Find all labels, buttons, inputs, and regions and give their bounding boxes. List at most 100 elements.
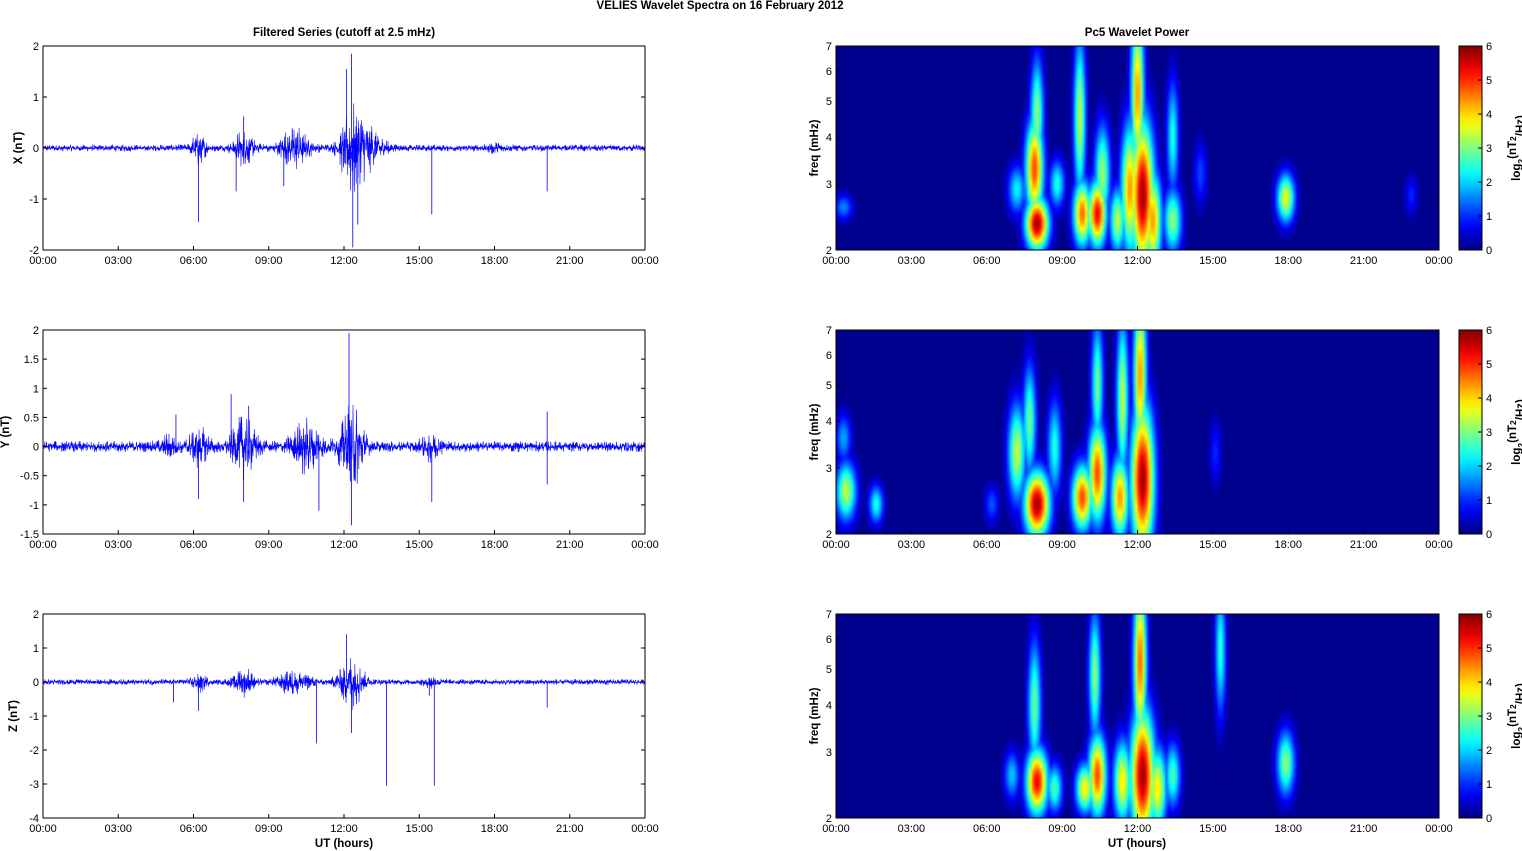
left-x-tick-label: 18:00 (481, 823, 509, 835)
left-x-tick-label: 06:00 (180, 255, 208, 267)
right-x-tick-label: 09:00 (1048, 255, 1076, 267)
left-x-tick-label: 18:00 (481, 255, 509, 267)
right-x-tick-label: 03:00 (898, 255, 926, 267)
timeseries-panel-3: 2 1 0 -1 -2 -3 -4 (29, 609, 646, 825)
left-x-tick-label: 00:00 (631, 823, 659, 835)
y-tick-label: 1 (33, 383, 39, 395)
left-x-tick-label: 09:00 (255, 823, 283, 835)
y-tick-label: 0.5 (24, 412, 39, 424)
left-x-tick-label: 09:00 (255, 539, 283, 551)
freq-tick-label: 7 (826, 609, 832, 621)
right-x-tick-label: 00:00 (822, 539, 850, 551)
colorbar-tick-label: 4 (1486, 393, 1492, 405)
right-x-tick-label: 09:00 (1048, 539, 1076, 551)
freq-tick-label: 5 (826, 96, 832, 108)
wavelet-power-image (836, 330, 1439, 534)
y-tick-label: -1.5 (20, 529, 39, 541)
colorbar-tick-label: 2 (1486, 177, 1492, 189)
right-x-tick-label: 18:00 (1274, 539, 1302, 551)
right-column-title: Pc5 Wavelet Power (1085, 27, 1190, 39)
colorbar-label: log2(nT2/Hz) (1507, 399, 1522, 465)
colorbar-tick-label: 5 (1486, 75, 1492, 87)
colorbar-label: log2(nT2/Hz) (1507, 115, 1522, 181)
right-x-tick-label: 21:00 (1350, 823, 1378, 835)
left-x-tick-label: 09:00 (255, 255, 283, 267)
left-x-tick-label: 00:00 (29, 539, 57, 551)
right-x-tick-label: 09:00 (1048, 823, 1076, 835)
y-tick-label: -2 (29, 745, 39, 757)
right-x-tick-label: 18:00 (1274, 823, 1302, 835)
left-x-tick-label: 18:00 (481, 539, 509, 551)
colorbar-tick-label: 0 (1486, 813, 1492, 825)
right-x-tick-label: 12:00 (1124, 539, 1152, 551)
wavelet-panel-3: 7 6 5 4 3 2 6 5 4 3 2 1 0 log2(nT2/Hz) (826, 609, 1522, 825)
right-x-tick-label: 00:00 (1425, 255, 1453, 267)
colorbar-tick-label: 1 (1486, 779, 1492, 791)
wavelet-ylabel-2: freq (mHz) (809, 403, 821, 460)
y-tick-label: -3 (29, 779, 39, 791)
x-panel-ylabel: X (nT) (13, 132, 25, 165)
left-x-tick-label: 21:00 (556, 255, 584, 267)
right-x-tick-label: 00:00 (1425, 823, 1453, 835)
colorbar-tick-label: 5 (1486, 643, 1492, 655)
y-tick-label: -1 (29, 194, 39, 206)
left-x-tick-label: 15:00 (405, 539, 433, 551)
freq-tick-label: 5 (826, 380, 832, 392)
right-x-tick-label: 03:00 (898, 539, 926, 551)
y-tick-label: 0 (33, 677, 39, 689)
right-x-tick-label: 06:00 (973, 539, 1001, 551)
left-xlabel: UT (hours) (315, 838, 373, 850)
y-tick-label: -1 (29, 711, 39, 723)
right-x-tick-label: 18:00 (1274, 255, 1302, 267)
freq-tick-label: 6 (826, 66, 832, 78)
signal-trace (42, 658, 646, 710)
left-column-title: Filtered Series (cutoff at 2.5 mHz) (253, 27, 435, 39)
y-tick-label: 2 (33, 609, 39, 621)
freq-tick-label: 4 (826, 700, 832, 712)
plot-area (43, 614, 645, 818)
y-tick-label: -4 (29, 813, 39, 825)
freq-tick-label: 7 (826, 41, 832, 53)
right-x-tick-label: 15:00 (1199, 539, 1227, 551)
right-x-tick-label: 00:00 (822, 255, 850, 267)
left-x-tick-label: 21:00 (556, 539, 584, 551)
freq-tick-label: 5 (826, 664, 832, 676)
y-tick-label: 2 (33, 325, 39, 337)
y-tick-label: -2 (29, 245, 39, 257)
right-x-tick-label: 00:00 (822, 823, 850, 835)
right-x-tick-label: 06:00 (973, 823, 1001, 835)
wavelet-power-image (836, 614, 1439, 818)
freq-tick-label: 4 (826, 416, 832, 428)
figure-suptitle: VELIES Wavelet Spectra on 16 February 20… (597, 0, 844, 12)
colorbar-tick-label: 0 (1486, 529, 1492, 541)
left-x-tick-label: 00:00 (631, 255, 659, 267)
y-tick-label: 0 (33, 143, 39, 155)
colorbar-tick-label: 3 (1486, 427, 1492, 439)
colorbar-tick-label: 2 (1486, 745, 1492, 757)
left-x-tick-label: 12:00 (330, 255, 358, 267)
y-tick-label: 1.5 (24, 354, 39, 366)
colorbar-tick-label: 2 (1486, 461, 1492, 473)
timeseries-panel-1: 2 1 0 -1 -2 (29, 41, 646, 257)
colorbar-tick-label: 6 (1486, 41, 1492, 53)
left-x-tick-label: 03:00 (104, 255, 132, 267)
left-x-tick-label: 21:00 (556, 823, 584, 835)
y-tick-label: 2 (33, 41, 39, 53)
y-tick-label: 0 (33, 442, 39, 454)
right-x-tick-label: 12:00 (1124, 255, 1152, 267)
freq-tick-label: 3 (826, 747, 832, 759)
right-x-tick-label: 21:00 (1350, 255, 1378, 267)
left-x-tick-label: 00:00 (631, 539, 659, 551)
colorbar-tick-label: 3 (1486, 711, 1492, 723)
y-tick-label: 1 (33, 643, 39, 655)
right-x-tick-label: 21:00 (1350, 539, 1378, 551)
right-x-tick-label: 15:00 (1199, 255, 1227, 267)
right-x-tick-label: 00:00 (1425, 539, 1453, 551)
timeseries-panel-2: 2 1.5 1 0.5 0 -0.5 -1 -1.5 (20, 325, 646, 541)
right-x-tick-label: 06:00 (973, 255, 1001, 267)
y-panel-ylabel: Y (nT) (0, 416, 12, 449)
left-x-tick-label: 00:00 (29, 823, 57, 835)
freq-tick-label: 2 (826, 529, 832, 541)
colorbar-tick-label: 1 (1486, 211, 1492, 223)
